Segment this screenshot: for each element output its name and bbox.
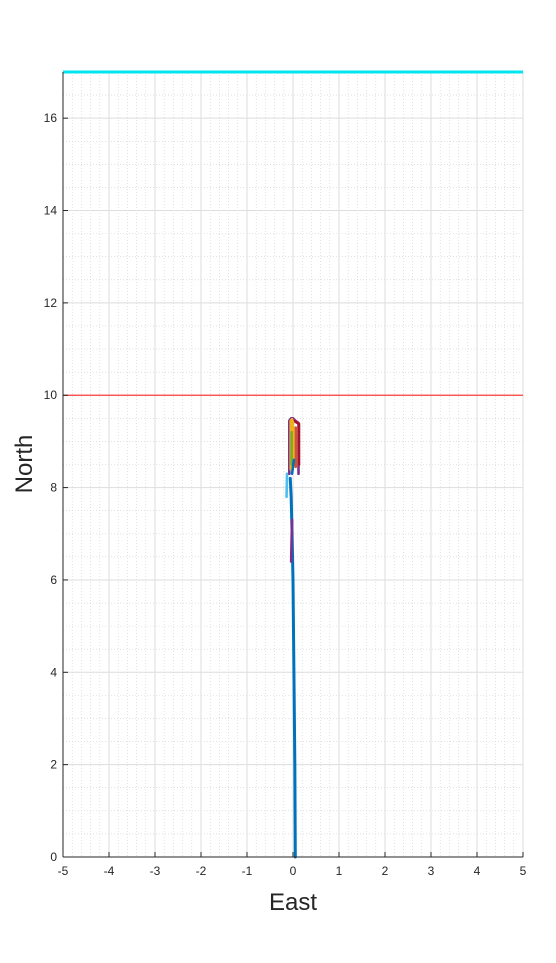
x-tick-label: -4	[104, 864, 115, 878]
x-tick-label: -2	[196, 864, 207, 878]
y-tick-label: 12	[44, 296, 58, 310]
x-tick-label: -3	[150, 864, 161, 878]
x-tick-label: 0	[290, 864, 297, 878]
y-tick-label: 0	[50, 850, 57, 864]
x-tick-label: 5	[520, 864, 527, 878]
x-tick-label: 2	[382, 864, 389, 878]
y-tick-label: 14	[44, 204, 58, 218]
y-tick-label: 16	[44, 111, 58, 125]
series-line-1	[291, 520, 292, 562]
y-tick-label: 4	[50, 665, 57, 679]
x-axis-label: East	[269, 889, 317, 916]
x-tick-label: -5	[58, 864, 69, 878]
y-tick-labels: 0 2 4 6 8 10 12 14 16	[44, 111, 58, 864]
x-tick-label: 4	[474, 864, 481, 878]
y-tick-label: 2	[50, 758, 57, 772]
y-tick-label: 10	[44, 388, 58, 402]
series-line-8	[292, 460, 294, 474]
y-axis-label: North	[11, 435, 38, 494]
x-tick-label: 1	[336, 864, 343, 878]
x-tick-label: 3	[428, 864, 435, 878]
x-tick-labels: -5 -4 -3 -2 -1 0 1 2 3 4 5	[58, 864, 527, 878]
y-tick-label: 8	[50, 481, 57, 495]
y-tick-label: 6	[50, 573, 57, 587]
x-tick-label: -1	[242, 864, 253, 878]
